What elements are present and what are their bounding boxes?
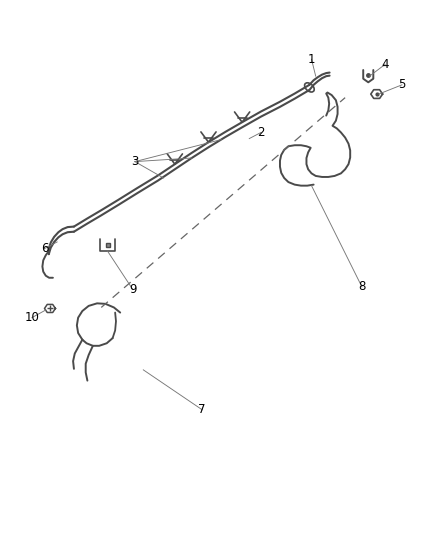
Text: 9: 9 xyxy=(129,283,137,296)
Text: 3: 3 xyxy=(131,155,138,168)
Text: 4: 4 xyxy=(381,58,389,71)
Text: 10: 10 xyxy=(25,311,39,324)
Text: 2: 2 xyxy=(257,126,265,139)
Text: 5: 5 xyxy=(398,78,406,91)
Text: 8: 8 xyxy=(358,280,366,294)
Text: 7: 7 xyxy=(198,403,206,416)
Text: 6: 6 xyxy=(41,242,48,255)
Text: 1: 1 xyxy=(308,53,315,66)
